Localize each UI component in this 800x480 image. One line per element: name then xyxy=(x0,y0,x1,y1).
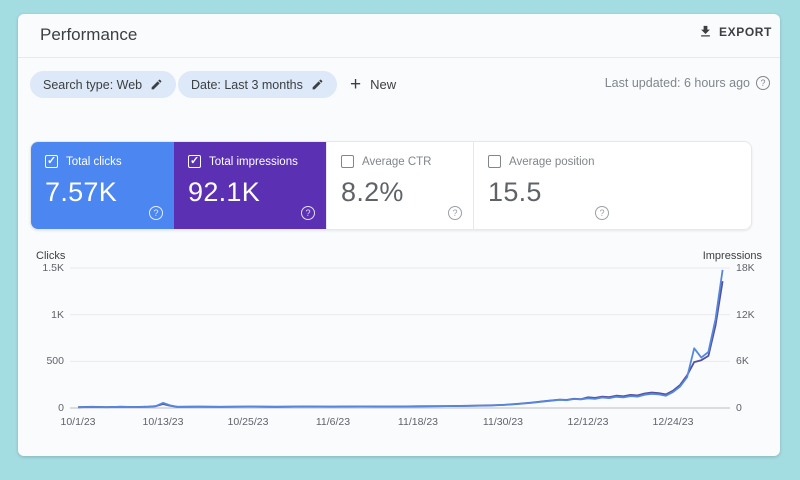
card-label: Average CTR xyxy=(362,155,432,168)
x-axis-date-label: 12/24/23 xyxy=(652,416,694,428)
checkbox-icon[interactable] xyxy=(488,155,501,168)
edit-icon xyxy=(312,79,323,90)
cards-filler xyxy=(620,142,751,229)
left-axis-title: Clicks xyxy=(36,250,66,262)
x-axis-date-label: 10/1/23 xyxy=(60,416,96,428)
checkbox-icon[interactable] xyxy=(341,155,354,168)
performance-page: Performance EXPORT Search type: Web Date… xyxy=(18,14,780,456)
left-axis-tick: 1K xyxy=(51,308,64,321)
right-axis-tick: 6K xyxy=(736,355,749,368)
card-total-impressions[interactable]: Total impressions 92.1K ? xyxy=(174,142,326,229)
help-icon[interactable]: ? xyxy=(149,206,163,220)
card-average-position[interactable]: Average position 15.5 ? xyxy=(473,142,620,229)
card-label: Average position xyxy=(509,155,595,168)
page-title: Performance xyxy=(40,25,138,44)
card-label: Total impressions xyxy=(209,155,298,168)
right-axis-title: Impressions xyxy=(702,250,762,262)
card-value: 7.57K xyxy=(45,177,118,207)
export-button[interactable]: EXPORT xyxy=(698,24,772,39)
new-filter-button[interactable]: + New xyxy=(350,71,396,98)
chart-plot-area[interactable] xyxy=(58,254,758,424)
left-axis-tick: 1.5K xyxy=(42,262,64,274)
x-axis-date-label: 10/13/23 xyxy=(142,416,184,428)
right-axis-tick: 18K xyxy=(736,262,755,274)
x-axis-date-label: 12/12/23 xyxy=(567,416,609,428)
checkbox-icon[interactable] xyxy=(188,154,201,168)
search-type-label: Search type: Web xyxy=(43,77,143,92)
help-icon[interactable]: ? xyxy=(595,206,609,220)
page-header: Performance EXPORT xyxy=(18,14,780,58)
export-label: EXPORT xyxy=(719,24,772,39)
left-axis-tick: 500 xyxy=(46,355,64,368)
plus-icon: + xyxy=(350,74,362,95)
x-axis-date-label: 11/6/23 xyxy=(315,416,351,428)
x-axis-date-label: 10/25/23 xyxy=(227,416,269,428)
x-axis-date-label: 11/30/23 xyxy=(482,416,524,428)
filter-bar: Search type: Web Date: Last 3 months + N… xyxy=(18,58,780,112)
left-axis-tick: 0 xyxy=(58,402,64,414)
search-type-chip[interactable]: Search type: Web xyxy=(30,71,177,98)
right-axis-tick: 12K xyxy=(736,308,755,321)
right-axis-tick: 0 xyxy=(736,402,742,414)
metric-cards: Total clicks 7.57K ? Total impressions 9… xyxy=(30,141,752,230)
new-filter-label: New xyxy=(370,77,397,92)
card-value: 15.5 xyxy=(488,177,542,207)
last-updated-text: Last updated: 6 hours ago xyxy=(604,76,750,90)
checkbox-icon[interactable] xyxy=(45,154,58,168)
card-total-clicks[interactable]: Total clicks 7.57K ? xyxy=(31,142,174,229)
card-value: 92.1K xyxy=(188,177,261,207)
date-range-chip[interactable]: Date: Last 3 months xyxy=(178,71,337,98)
card-label: Total clicks xyxy=(66,155,122,168)
x-axis-date-label: 11/18/23 xyxy=(397,416,439,428)
download-icon xyxy=(701,25,710,37)
card-average-ctr[interactable]: Average CTR 8.2% ? xyxy=(326,142,473,229)
edit-icon xyxy=(151,79,162,90)
last-updated: Last updated: 6 hours ago ? xyxy=(605,76,770,90)
card-value: 8.2% xyxy=(341,177,404,207)
help-icon[interactable]: ? xyxy=(448,206,462,220)
date-range-label: Date: Last 3 months xyxy=(191,77,303,92)
help-icon[interactable]: ? xyxy=(301,206,315,220)
help-icon[interactable]: ? xyxy=(756,76,770,90)
performance-chart[interactable]: Clicks Impressions 1.5K 18K 1K 12K 500 6K 0 0 1… xyxy=(18,236,780,456)
